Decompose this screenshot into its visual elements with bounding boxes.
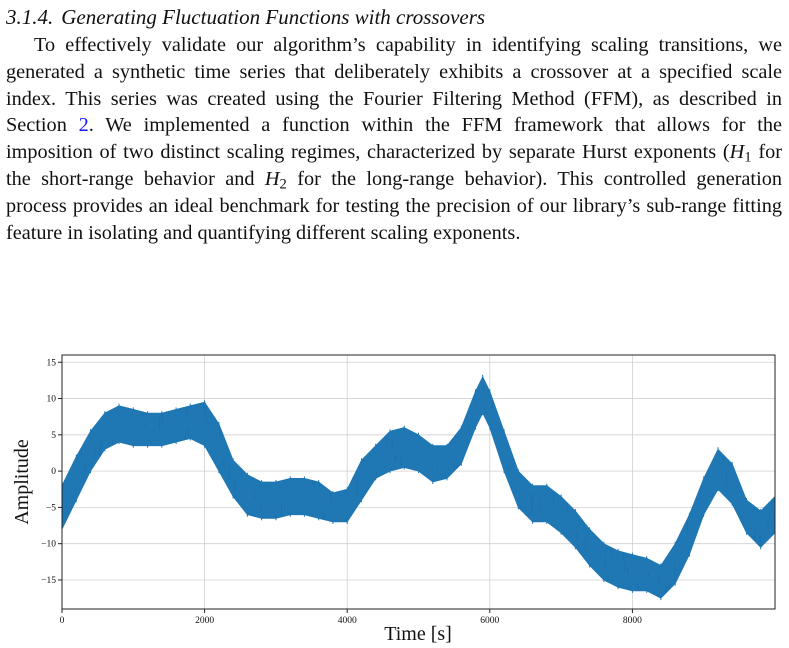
para-text-4: for the long-range behavior). This contr… [6,167,782,244]
y-axis-label: Amplitude [11,439,33,525]
hurst-h1-subscript: 1 [744,149,752,166]
y-tick-label: −10 [41,540,56,550]
y-tick-label: −5 [46,503,56,513]
y-tick-label: 5 [51,431,56,441]
para-text-2: . We implemented a function within the F… [6,114,783,164]
para-text-3: for the short-range behavior and [6,141,782,190]
x-tick-label: 8000 [623,616,642,626]
subsection-title: Generating Fluctuation Functions with cr… [61,5,486,29]
hurst-h1-symbol: H [729,141,745,164]
x-tick-label: 2000 [195,616,214,626]
hurst-h2-symbol: H [264,167,280,190]
y-tick-label: −15 [41,576,56,586]
figure-time-series: 0 2000 4000 6000 8000 15 10 5 0 −5 −10 −15 Time [s]… [0,344,789,648]
x-tick-label: 0 [60,616,65,626]
y-tick-label: 15 [47,358,57,368]
body-paragraph: To effectively validate our algorithm’s … [6,32,782,246]
hurst-h2-subscript: 2 [279,176,287,193]
series-layer [61,374,776,601]
x-tick-label: 4000 [338,616,357,626]
y-tick-label: 10 [47,395,57,405]
subsection-number: 3.1.4. [6,5,54,29]
x-axis-label: Time [s] [384,623,452,645]
x-tick-label: 6000 [480,616,499,626]
time-series-chart: 0 2000 4000 6000 8000 15 10 5 0 −5 −10 −15 Time [s]… [11,354,776,645]
section-reference-link[interactable]: 2 [78,114,89,137]
amplitude-series-band [61,375,776,599]
plot-frame [61,354,776,610]
y-tick-label: 0 [51,467,56,477]
para-text-1: To effectively validate our algorithm’s … [6,34,782,137]
axis-ticks: 0 2000 4000 6000 8000 15 10 5 0 −5 −10 −15 [41,358,642,626]
subsection-heading: 3.1.4. Generating Fluctuation Functions w… [6,4,485,30]
grid-lines [61,355,775,609]
